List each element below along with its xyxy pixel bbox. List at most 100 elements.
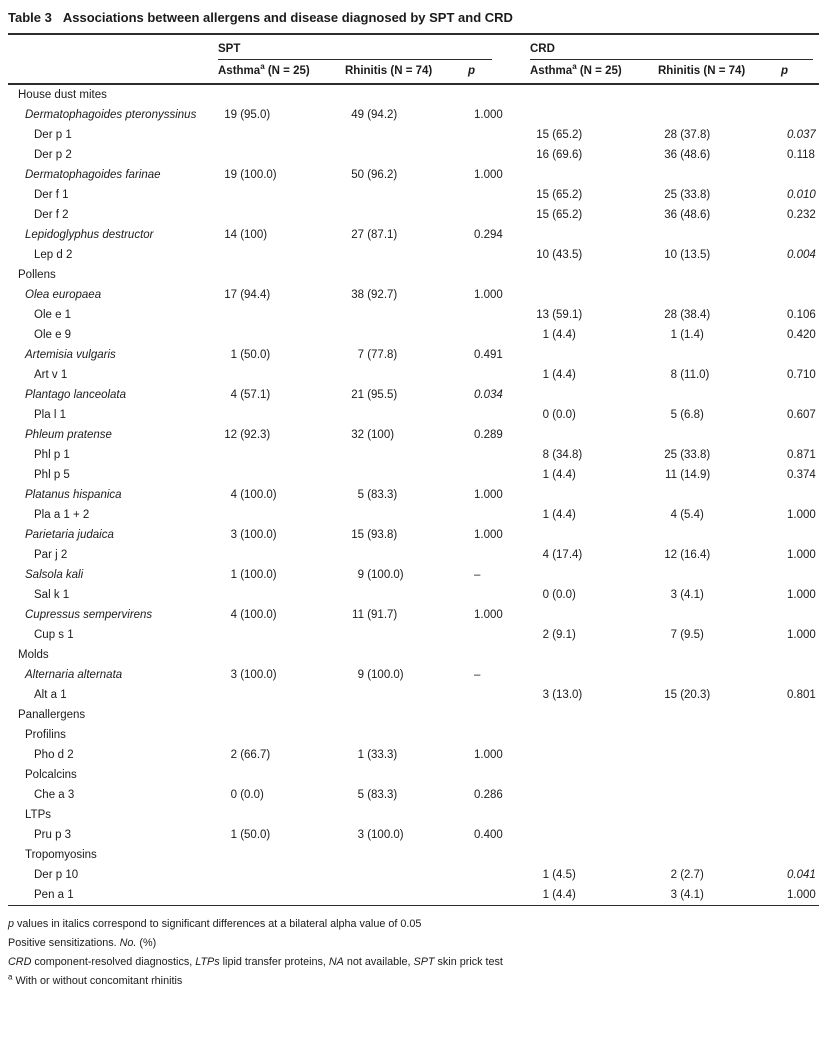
cell-percent: (100.0) xyxy=(237,169,277,181)
cell-count: 9 xyxy=(357,569,364,581)
cell-count: 13 xyxy=(536,309,549,321)
group-header-crd: CRD xyxy=(530,33,820,60)
cell-percent: (20.3) xyxy=(677,689,711,701)
row-label: Plantago lanceolata xyxy=(25,389,127,401)
cell-count: 7 xyxy=(357,349,364,361)
footnote-part: CRD xyxy=(8,956,32,968)
cell-crd-asthma xyxy=(530,105,658,125)
cell-percent: (94.4) xyxy=(237,289,271,301)
table-row: Lep d 2 10 (43.5) 10 (13.5) 0.004 xyxy=(8,245,819,265)
cell-spt-asthma xyxy=(218,205,345,225)
cell-spt-asthma: 4 (100.0) xyxy=(218,485,345,505)
cell-spt-asthma: 1 (50.0) xyxy=(218,825,345,845)
cell-crd-p xyxy=(781,165,819,185)
cell-count: 4 xyxy=(230,609,237,621)
table-row: Molds xyxy=(8,645,819,665)
column-header-crd-asthma: Asthmaa (N = 25) xyxy=(530,60,658,85)
cell-count: 5 xyxy=(670,409,677,421)
cell-percent: (11.0) xyxy=(677,369,710,381)
cell-crd-p: 0.374 xyxy=(787,469,816,481)
footnote-part: SPT xyxy=(413,956,435,968)
cell-crd-asthma xyxy=(530,265,658,285)
cell-count: 17 xyxy=(224,289,237,301)
cell-spt-rhinitis xyxy=(345,585,468,605)
cell-count: 50 xyxy=(351,169,364,181)
cell-percent: (37.8) xyxy=(677,129,711,141)
cell-spt-rhinitis xyxy=(345,265,468,285)
cell-spt-asthma xyxy=(218,465,345,485)
cell-spt-rhinitis xyxy=(345,405,468,425)
cell-crd-asthma: 15 (65.2) xyxy=(530,185,658,205)
cell-percent: (66.7) xyxy=(237,749,271,761)
cell-crd-asthma xyxy=(530,425,658,445)
cell-percent: (95.5) xyxy=(364,389,398,401)
cell-spt-rhinitis xyxy=(345,445,468,465)
footnote-part: p xyxy=(8,918,15,930)
cell-spt-rhinitis: 9 (100.0) xyxy=(345,565,468,585)
cell-spt-asthma xyxy=(218,885,345,906)
cell-count: 0 xyxy=(230,789,237,801)
cell-percent: (92.3) xyxy=(237,429,271,441)
cell-count: 1 xyxy=(542,869,549,881)
table-row: Ole e 1 13 (59.1) 28 (38.4) 0.106 xyxy=(8,305,819,325)
group-label-crd: CRD xyxy=(530,35,814,60)
cell-spt-rhinitis: 50 (96.2) xyxy=(345,165,468,185)
cell-spt-asthma xyxy=(218,705,345,725)
column-header-crd-p: p xyxy=(781,60,820,85)
cell-crd-rhinitis xyxy=(658,485,781,505)
row-label: Par j 2 xyxy=(34,549,68,561)
cell-spt-rhinitis xyxy=(345,245,468,265)
cell-percent: (65.2) xyxy=(549,129,583,141)
cell-spt-p: – xyxy=(474,569,481,581)
group-header-spacer xyxy=(8,33,218,60)
cell-percent: (16.4) xyxy=(677,549,711,561)
cell-count: 28 xyxy=(664,129,677,141)
cell-crd-asthma xyxy=(530,485,658,505)
cell-spt-p xyxy=(468,685,530,705)
cell-count: 9 xyxy=(357,669,364,681)
cell-spt-rhinitis xyxy=(345,365,468,385)
row-label: Phleum pratense xyxy=(25,429,112,441)
cell-crd-rhinitis: 28 (38.4) xyxy=(658,305,781,325)
footnote-part: lipid transfer proteins, xyxy=(219,956,329,968)
cell-spt-rhinitis: 5 (83.3) xyxy=(345,485,468,505)
table-body: House dust mites Dermatophagoides pterony… xyxy=(8,84,819,906)
cell-count: 1 xyxy=(670,329,677,341)
footnote-part: a xyxy=(8,972,13,982)
cell-spt-rhinitis xyxy=(345,845,468,865)
cell-percent: (4.4) xyxy=(549,509,576,521)
cell-count: 1 xyxy=(230,569,237,581)
cell-crd-asthma: 15 (65.2) xyxy=(530,125,658,145)
cell-spt-asthma xyxy=(218,245,345,265)
cell-crd-rhinitis: 25 (33.8) xyxy=(658,445,781,465)
row-label: Alt a 1 xyxy=(34,689,67,701)
cell-percent: (0.0) xyxy=(549,589,576,601)
cell-percent: (65.2) xyxy=(549,209,583,221)
row-label: Cup s 1 xyxy=(34,629,74,641)
footnote-part: skin prick test xyxy=(434,956,503,968)
cell-crd-p xyxy=(781,825,819,845)
spt-asthma-text: Asthma xyxy=(218,65,261,77)
row-label: Dermatophagoides pteronyssinus xyxy=(25,109,197,121)
cell-percent: (4.1) xyxy=(677,889,704,901)
cell-count: 11 xyxy=(665,469,677,481)
cell-spt-rhinitis: 3 (100.0) xyxy=(345,825,468,845)
cell-percent: (100.0) xyxy=(237,569,277,581)
cell-count: 7 xyxy=(670,629,677,641)
row-label: Der f 1 xyxy=(34,189,69,201)
cell-crd-asthma xyxy=(530,745,658,765)
paper-table-page: Table 3 Associations between allergens an… xyxy=(8,10,820,987)
cell-count: 15 xyxy=(536,129,549,141)
cell-crd-asthma xyxy=(530,565,658,585)
cell-percent: (4.1) xyxy=(677,589,704,601)
row-label: Lep d 2 xyxy=(34,249,73,261)
cell-spt-asthma: 3 (100.0) xyxy=(218,665,345,685)
cell-percent: (13.5) xyxy=(677,249,711,261)
column-header-spt-rhinitis: Rhinitis (N = 74) xyxy=(345,60,468,85)
table-row: Parietaria judaica 3 (100.0) 15 (93.8) 1.00… xyxy=(8,525,819,545)
cell-percent: (57.1) xyxy=(237,389,271,401)
cell-crd-rhinitis xyxy=(658,825,781,845)
cell-spt-rhinitis: 32 (100) xyxy=(345,425,468,445)
